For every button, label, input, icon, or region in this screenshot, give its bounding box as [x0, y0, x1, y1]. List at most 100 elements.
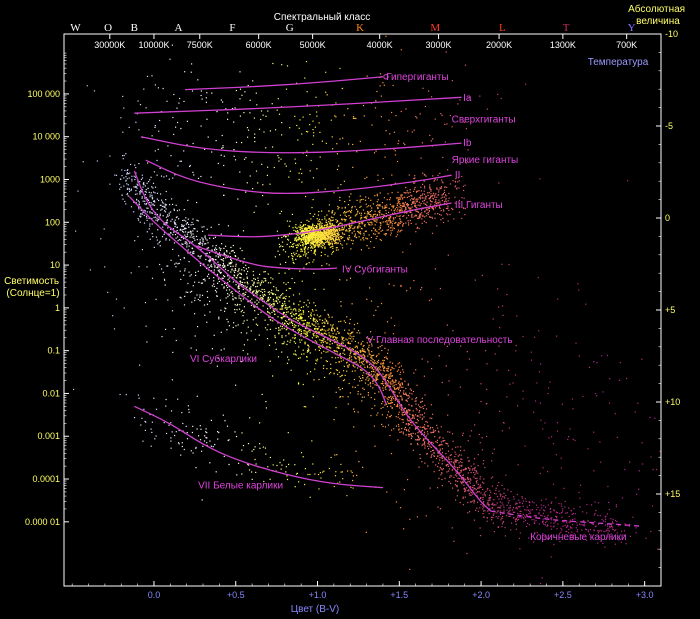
- star-point: [478, 491, 480, 493]
- star-point: [457, 489, 459, 491]
- star-point: [232, 281, 234, 283]
- star-point: [141, 249, 143, 251]
- star-point: [385, 374, 387, 376]
- star-point: [460, 469, 462, 472]
- star-point: [314, 252, 316, 254]
- star-point: [120, 186, 122, 188]
- star-point: [159, 263, 161, 266]
- star-point: [338, 238, 340, 240]
- star-point: [221, 147, 223, 149]
- star-point: [251, 291, 254, 293]
- star-point: [477, 491, 479, 493]
- star-point: [375, 237, 377, 240]
- star-point: [314, 213, 316, 215]
- star-point: [339, 222, 342, 224]
- star-point: [457, 103, 459, 105]
- star-point: [519, 513, 521, 515]
- star-point: [304, 319, 306, 321]
- star-point: [464, 489, 466, 491]
- star-point: [429, 205, 431, 207]
- star-point: [368, 234, 370, 236]
- star-point: [345, 219, 347, 221]
- star-point: [629, 535, 631, 537]
- star-point: [228, 325, 230, 327]
- star-point: [470, 492, 473, 494]
- star-point: [528, 537, 530, 539]
- star-point: [409, 409, 411, 411]
- star-point: [349, 356, 351, 358]
- star-point: [376, 384, 378, 386]
- star-point: [308, 236, 310, 238]
- star-point: [351, 332, 353, 334]
- star-point: [281, 306, 283, 308]
- star-point: [320, 235, 322, 237]
- star-point: [411, 213, 413, 215]
- star-point: [173, 208, 175, 210]
- star-point: [456, 486, 458, 488]
- star-point: [413, 188, 416, 190]
- star-point: [207, 264, 209, 266]
- star-point: [178, 239, 180, 241]
- star-point: [159, 240, 161, 242]
- star-point: [160, 204, 162, 206]
- star-point: [377, 378, 379, 380]
- star-point: [436, 439, 438, 441]
- star-point: [151, 196, 153, 198]
- star-point: [564, 500, 566, 502]
- star-point: [389, 375, 391, 377]
- star-point: [389, 217, 391, 219]
- star-point: [373, 152, 376, 154]
- star-point: [174, 219, 176, 221]
- star-point: [142, 200, 144, 202]
- star-point: [216, 267, 218, 269]
- star-point: [530, 515, 532, 517]
- star-point: [449, 431, 451, 433]
- star-point: [426, 421, 428, 423]
- star-point: [341, 374, 343, 376]
- star-point: [543, 509, 545, 511]
- star-point: [399, 373, 401, 375]
- star-point: [356, 227, 358, 229]
- star-point: [330, 119, 332, 121]
- star-point: [328, 225, 330, 228]
- star-point: [420, 186, 422, 188]
- star-point: [249, 290, 251, 292]
- star-point: [271, 292, 273, 294]
- star-point: [342, 236, 344, 238]
- star-point: [306, 91, 308, 93]
- star-point: [419, 196, 421, 198]
- star-point: [269, 307, 271, 309]
- star-point: [410, 203, 413, 206]
- star-point: [384, 378, 386, 381]
- star-point: [513, 517, 515, 519]
- star-point: [371, 207, 373, 209]
- star-point: [288, 306, 290, 308]
- star-point: [288, 287, 290, 289]
- star-point: [438, 202, 440, 204]
- star-point: [339, 356, 342, 358]
- star-point: [223, 275, 225, 277]
- star-point: [414, 175, 416, 177]
- star-point: [240, 273, 242, 276]
- star-point: [327, 238, 329, 240]
- star-point: [429, 184, 431, 186]
- star-point: [332, 219, 334, 221]
- star-point: [488, 513, 490, 515]
- star-point: [515, 523, 517, 525]
- star-point: [319, 239, 321, 242]
- star-point: [507, 512, 509, 514]
- star-point: [434, 213, 436, 215]
- star-point: [144, 193, 146, 196]
- star-point: [330, 324, 332, 326]
- star-point: [313, 332, 315, 334]
- star-point: [360, 239, 362, 241]
- star-point: [329, 340, 331, 342]
- star-point: [316, 236, 318, 238]
- star-point: [414, 215, 416, 217]
- star-point: [300, 317, 302, 319]
- star-point: [306, 242, 308, 244]
- star-point: [376, 193, 378, 195]
- star-point: [370, 373, 372, 375]
- star-point: [163, 206, 165, 208]
- star-point: [387, 193, 389, 195]
